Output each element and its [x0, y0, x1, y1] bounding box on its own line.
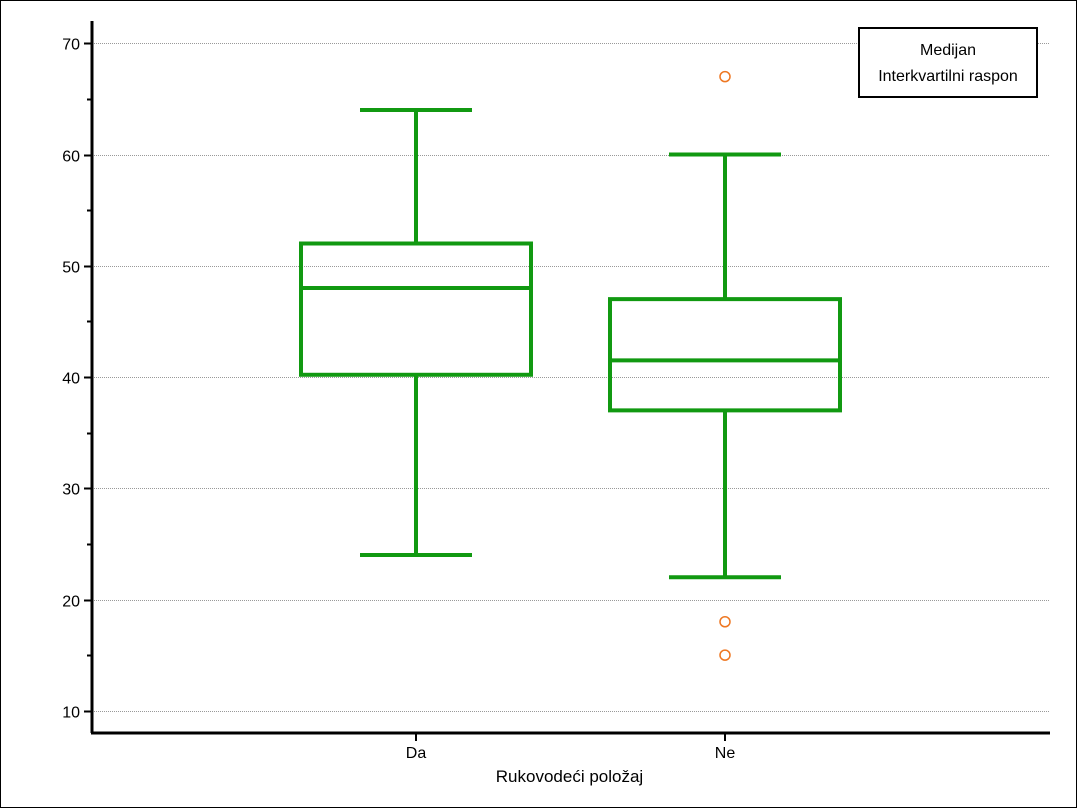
- y-tick-label: 50: [62, 260, 80, 277]
- outlier-point: [719, 616, 731, 628]
- legend: Medijan Interkvartilni raspon: [858, 27, 1038, 98]
- legend-entry-median: Medijan: [920, 42, 976, 59]
- outlier-point: [719, 649, 731, 661]
- legend-box: [858, 27, 1038, 98]
- y-tick-label: 70: [62, 37, 80, 54]
- x-tick-label: Da: [406, 745, 427, 762]
- box-ne: [608, 70, 842, 661]
- y-tick-label: 40: [62, 371, 80, 388]
- legend-entry-iqr: Interkvartilni raspon: [878, 68, 1018, 85]
- iqr-box: [608, 297, 842, 413]
- grid-lines: [92, 43, 1050, 712]
- y-tick-label: 20: [62, 594, 80, 611]
- x-tick-label: Ne: [715, 745, 736, 762]
- box-da: [299, 108, 533, 557]
- outlier-point: [719, 70, 731, 83]
- y-tick-label: 10: [62, 705, 80, 722]
- iqr-box: [299, 241, 533, 377]
- x-axis-title: Rukovodeći položaj: [496, 767, 643, 786]
- y-tick-label: 60: [62, 149, 80, 166]
- axes: 10 20 30 40 50 60 70 Da Ne: [62, 21, 1050, 762]
- box-plot-series: [299, 70, 842, 661]
- y-tick-label: 30: [62, 482, 80, 499]
